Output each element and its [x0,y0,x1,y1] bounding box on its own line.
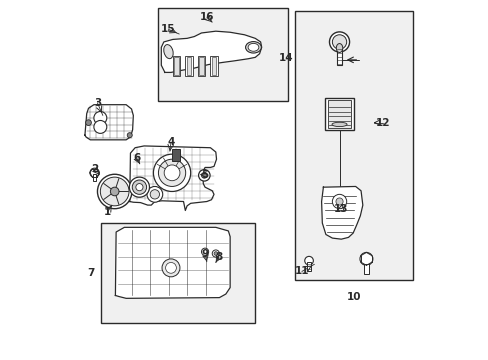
Bar [294,12,412,280]
Circle shape [85,120,91,126]
Circle shape [153,154,190,192]
Text: 8: 8 [215,252,222,262]
Circle shape [132,180,146,194]
Bar [101,223,255,323]
Circle shape [198,170,210,181]
Ellipse shape [336,44,342,53]
Circle shape [90,168,99,177]
Bar [186,57,191,75]
Bar [306,262,310,271]
Text: 14: 14 [278,53,292,63]
Circle shape [94,121,106,134]
Text: 10: 10 [346,292,360,302]
Bar [172,149,180,161]
Text: 7: 7 [87,268,95,278]
Bar [336,48,342,65]
Circle shape [165,262,176,273]
Bar [210,56,217,76]
Circle shape [97,174,132,209]
Circle shape [201,172,207,178]
Ellipse shape [163,45,173,59]
Circle shape [164,165,180,181]
Polygon shape [115,227,230,298]
Bar [199,57,203,75]
Bar [174,57,178,75]
Circle shape [332,194,346,209]
Circle shape [335,198,343,205]
Text: 9: 9 [201,248,208,258]
Circle shape [110,187,119,196]
Circle shape [129,177,149,197]
Bar [185,56,192,76]
Ellipse shape [247,43,258,51]
Bar [198,56,204,76]
Polygon shape [85,105,133,140]
Text: 15: 15 [161,24,175,35]
Circle shape [147,186,163,202]
Circle shape [201,248,208,255]
Ellipse shape [331,122,346,127]
Text: 13: 13 [333,204,348,214]
Bar [327,100,350,128]
Text: 1: 1 [103,207,111,217]
Circle shape [94,112,106,125]
Bar [172,56,180,76]
Circle shape [214,252,217,255]
Bar [158,8,287,101]
Circle shape [332,35,346,49]
Text: 11: 11 [294,266,308,276]
Text: 6: 6 [133,153,140,163]
Bar [211,57,216,75]
Circle shape [212,250,219,257]
Text: 16: 16 [199,12,214,22]
Bar [364,264,368,274]
Circle shape [127,133,132,138]
Circle shape [162,259,180,277]
Circle shape [329,32,349,52]
Text: 12: 12 [375,118,389,128]
Circle shape [359,252,372,265]
Circle shape [100,177,129,206]
Polygon shape [129,146,216,211]
Text: 3: 3 [94,98,101,108]
Ellipse shape [245,41,261,53]
Circle shape [158,159,185,186]
Text: 2: 2 [91,164,98,174]
Polygon shape [321,186,362,239]
Bar [325,98,353,130]
Bar [93,174,96,181]
Circle shape [136,184,142,191]
Circle shape [150,190,159,199]
Polygon shape [161,31,261,72]
Text: 5: 5 [201,170,208,180]
Text: 4: 4 [167,138,174,147]
Circle shape [304,256,313,265]
